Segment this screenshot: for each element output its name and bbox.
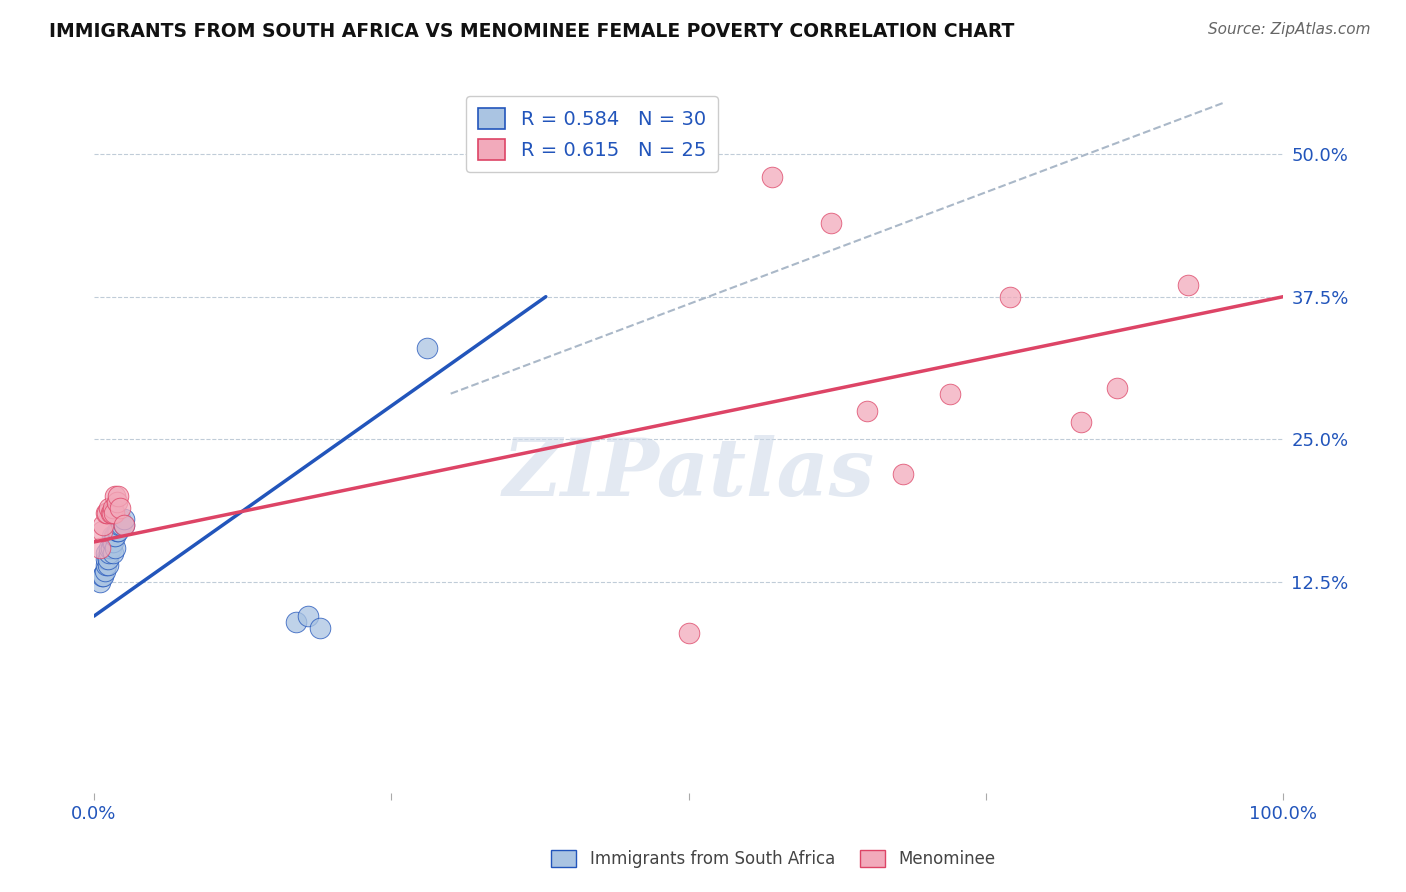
Point bbox=[100, 507, 122, 521]
Point bbox=[112, 517, 135, 532]
Point bbox=[1177, 278, 1199, 293]
Point bbox=[1105, 381, 1128, 395]
Point bbox=[94, 552, 117, 566]
Point bbox=[107, 489, 129, 503]
Point bbox=[820, 215, 842, 229]
Point bbox=[104, 489, 127, 503]
Point bbox=[97, 558, 120, 572]
Point bbox=[97, 552, 120, 566]
Point bbox=[416, 341, 439, 355]
Text: ZIPatlas: ZIPatlas bbox=[502, 435, 875, 513]
Point bbox=[104, 529, 127, 543]
Point bbox=[112, 512, 135, 526]
Point bbox=[94, 507, 117, 521]
Point bbox=[678, 626, 700, 640]
Point bbox=[101, 500, 124, 515]
Point bbox=[96, 507, 118, 521]
Point bbox=[105, 524, 128, 538]
Point bbox=[100, 535, 122, 549]
Point bbox=[98, 500, 121, 515]
Point bbox=[101, 546, 124, 560]
Point bbox=[101, 535, 124, 549]
Point bbox=[108, 512, 131, 526]
Point bbox=[108, 517, 131, 532]
Point bbox=[112, 517, 135, 532]
Point bbox=[309, 621, 332, 635]
Point bbox=[100, 529, 122, 543]
Point bbox=[891, 467, 914, 481]
Point bbox=[297, 609, 319, 624]
Point bbox=[1070, 415, 1092, 429]
Point bbox=[98, 546, 121, 560]
Point bbox=[105, 495, 128, 509]
Point bbox=[93, 564, 115, 578]
Point bbox=[103, 507, 125, 521]
Point bbox=[110, 517, 132, 532]
Point bbox=[91, 569, 114, 583]
Point bbox=[98, 541, 121, 555]
Point bbox=[100, 507, 122, 521]
Point bbox=[100, 541, 122, 555]
Point bbox=[94, 546, 117, 560]
Point bbox=[94, 558, 117, 572]
Point bbox=[104, 541, 127, 555]
Point bbox=[285, 615, 308, 629]
Point bbox=[91, 524, 114, 538]
Point bbox=[107, 524, 129, 538]
Point bbox=[856, 404, 879, 418]
Legend: Immigrants from South Africa, Menominee: Immigrants from South Africa, Menominee bbox=[544, 843, 1002, 875]
Text: IMMIGRANTS FROM SOUTH AFRICA VS MENOMINEE FEMALE POVERTY CORRELATION CHART: IMMIGRANTS FROM SOUTH AFRICA VS MENOMINE… bbox=[49, 22, 1015, 41]
Text: Source: ZipAtlas.com: Source: ZipAtlas.com bbox=[1208, 22, 1371, 37]
Point bbox=[93, 517, 115, 532]
Point bbox=[939, 386, 962, 401]
Point bbox=[998, 290, 1021, 304]
Point bbox=[89, 541, 111, 555]
Point bbox=[89, 574, 111, 589]
Legend: R = 0.584   N = 30, R = 0.615   N = 25: R = 0.584 N = 30, R = 0.615 N = 25 bbox=[467, 96, 718, 172]
Point bbox=[93, 569, 115, 583]
Point bbox=[108, 500, 131, 515]
Point bbox=[103, 529, 125, 543]
Point bbox=[761, 169, 783, 184]
